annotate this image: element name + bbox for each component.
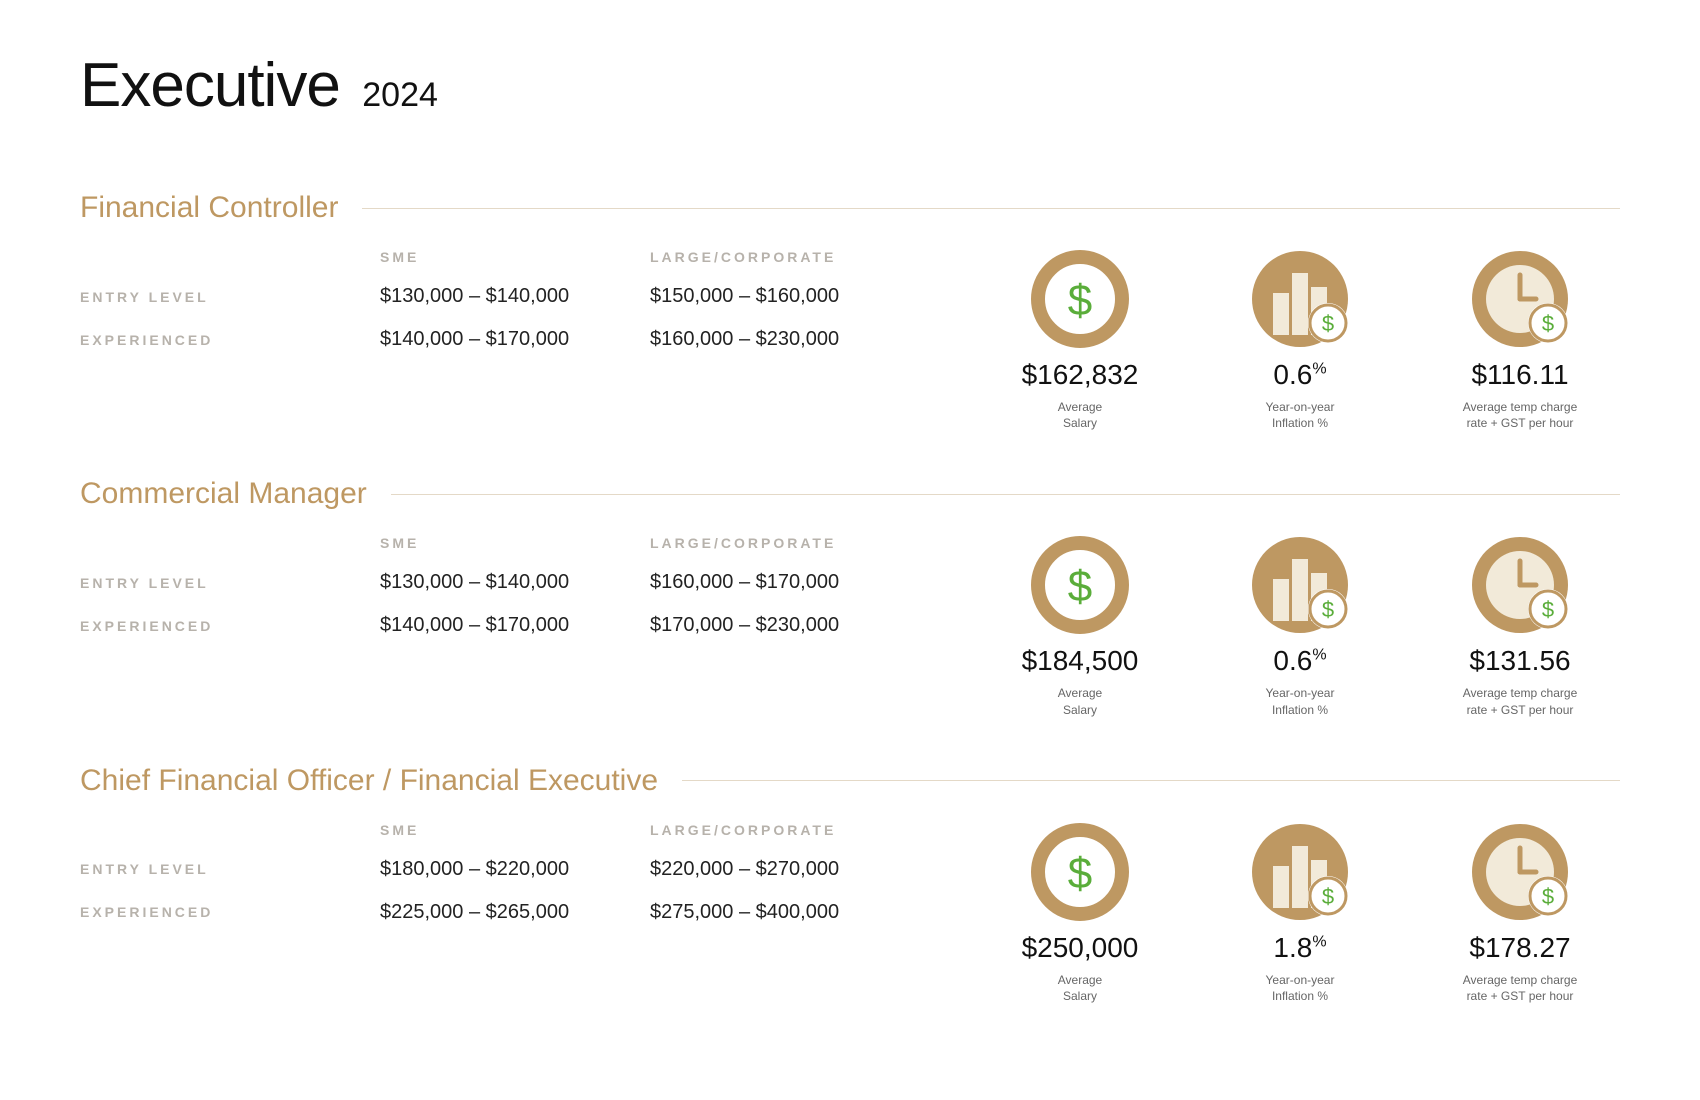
- stat-average-salary: $184,500 AverageSalary: [980, 535, 1180, 717]
- stat-value: $178.27: [1469, 932, 1570, 964]
- page-year: 2024: [362, 76, 438, 114]
- role-header: Commercial Manager: [80, 477, 1620, 511]
- bar-chart-icon: [1250, 249, 1350, 349]
- cell-exp-sme: $140,000 – $170,000: [380, 614, 650, 637]
- stat-average-salary: $250,000 AverageSalary: [980, 822, 1180, 1004]
- cell-exp-large: $275,000 – $400,000: [650, 901, 920, 924]
- column-header-large: LARGE/CORPORATE: [650, 822, 920, 838]
- dollar-ring-icon: [1030, 535, 1130, 635]
- role-body: SME LARGE/CORPORATE ENTRY LEVEL $130,000…: [80, 535, 1620, 717]
- stat-inflation: 1.8% Year-on-yearInflation %: [1200, 822, 1400, 1004]
- stat-value: $250,000: [1022, 932, 1139, 964]
- stat-inflation: 0.6% Year-on-yearInflation %: [1200, 249, 1400, 431]
- row-header-experienced: EXPERIENCED: [80, 332, 380, 348]
- clock-icon: [1470, 535, 1570, 635]
- stat-caption: AverageSalary: [1058, 399, 1102, 431]
- cell-entry-large: $150,000 – $160,000: [650, 285, 920, 308]
- stat-value: $162,832: [1022, 359, 1139, 391]
- stat-caption: AverageSalary: [1058, 972, 1102, 1004]
- cell-entry-large: $160,000 – $170,000: [650, 571, 920, 594]
- stat-caption: Average temp chargerate + GST per hour: [1463, 685, 1578, 717]
- stat-caption: AverageSalary: [1058, 685, 1102, 717]
- role-title: Chief Financial Officer / Financial Exec…: [80, 764, 682, 798]
- stats-row: $184,500 AverageSalary 0.6% Year-on-year…: [950, 535, 1620, 717]
- stats-row: $250,000 AverageSalary 1.8% Year-on-year…: [950, 822, 1620, 1004]
- salary-table: SME LARGE/CORPORATE ENTRY LEVEL $130,000…: [80, 249, 950, 351]
- clock-icon: [1470, 249, 1570, 349]
- stat-average-salary: $162,832 AverageSalary: [980, 249, 1180, 431]
- page-header: Executive 2024: [80, 50, 1620, 121]
- clock-icon: [1470, 822, 1570, 922]
- role-block: Chief Financial Officer / Financial Exec…: [80, 764, 1620, 1004]
- column-header-large: LARGE/CORPORATE: [650, 535, 920, 551]
- divider: [391, 494, 1620, 495]
- row-header-experienced: EXPERIENCED: [80, 904, 380, 920]
- salary-table: SME LARGE/CORPORATE ENTRY LEVEL $180,000…: [80, 822, 950, 924]
- stat-value: 0.6%: [1273, 359, 1326, 391]
- stats-row: $162,832 AverageSalary 0.6% Year-on-year…: [950, 249, 1620, 431]
- stat-value: $116.11: [1471, 359, 1568, 391]
- column-header-sme: SME: [380, 822, 650, 838]
- role-body: SME LARGE/CORPORATE ENTRY LEVEL $180,000…: [80, 822, 1620, 1004]
- cell-exp-sme: $140,000 – $170,000: [380, 328, 650, 351]
- stat-caption: Year-on-yearInflation %: [1266, 972, 1335, 1004]
- stat-temp-rate: $116.11 Average temp chargerate + GST pe…: [1420, 249, 1620, 431]
- stat-temp-rate: $131.56 Average temp chargerate + GST pe…: [1420, 535, 1620, 717]
- page-title: Executive: [80, 51, 340, 120]
- stat-value: $184,500: [1022, 645, 1139, 677]
- row-header-experienced: EXPERIENCED: [80, 618, 380, 634]
- stat-caption: Average temp chargerate + GST per hour: [1463, 972, 1578, 1004]
- salary-table: SME LARGE/CORPORATE ENTRY LEVEL $130,000…: [80, 535, 950, 637]
- cell-entry-sme: $130,000 – $140,000: [380, 285, 650, 308]
- cell-entry-large: $220,000 – $270,000: [650, 858, 920, 881]
- divider: [682, 780, 1620, 781]
- role-block: Commercial Manager SME LARGE/CORPORATE E…: [80, 477, 1620, 717]
- row-header-entry: ENTRY LEVEL: [80, 861, 380, 877]
- column-header-sme: SME: [380, 535, 650, 551]
- divider: [362, 208, 1620, 209]
- bar-chart-icon: [1250, 822, 1350, 922]
- bar-chart-icon: [1250, 535, 1350, 635]
- cell-exp-large: $160,000 – $230,000: [650, 328, 920, 351]
- row-header-entry: ENTRY LEVEL: [80, 289, 380, 305]
- stat-inflation: 0.6% Year-on-yearInflation %: [1200, 535, 1400, 717]
- role-header: Financial Controller: [80, 191, 1620, 225]
- column-header-large: LARGE/CORPORATE: [650, 249, 920, 265]
- stat-caption: Year-on-yearInflation %: [1266, 399, 1335, 431]
- cell-entry-sme: $130,000 – $140,000: [380, 571, 650, 594]
- stat-value: 1.8%: [1273, 932, 1326, 964]
- row-header-entry: ENTRY LEVEL: [80, 575, 380, 591]
- dollar-ring-icon: [1030, 249, 1130, 349]
- cell-exp-large: $170,000 – $230,000: [650, 614, 920, 637]
- cell-entry-sme: $180,000 – $220,000: [380, 858, 650, 881]
- stat-value: $131.56: [1469, 645, 1570, 677]
- stat-temp-rate: $178.27 Average temp chargerate + GST pe…: [1420, 822, 1620, 1004]
- role-title: Financial Controller: [80, 191, 362, 225]
- role-block: Financial Controller SME LARGE/CORPORATE…: [80, 191, 1620, 431]
- dollar-ring-icon: [1030, 822, 1130, 922]
- stat-caption: Average temp chargerate + GST per hour: [1463, 399, 1578, 431]
- role-title: Commercial Manager: [80, 477, 391, 511]
- stat-value: 0.6%: [1273, 645, 1326, 677]
- cell-exp-sme: $225,000 – $265,000: [380, 901, 650, 924]
- stat-caption: Year-on-yearInflation %: [1266, 685, 1335, 717]
- role-body: SME LARGE/CORPORATE ENTRY LEVEL $130,000…: [80, 249, 1620, 431]
- role-header: Chief Financial Officer / Financial Exec…: [80, 764, 1620, 798]
- column-header-sme: SME: [380, 249, 650, 265]
